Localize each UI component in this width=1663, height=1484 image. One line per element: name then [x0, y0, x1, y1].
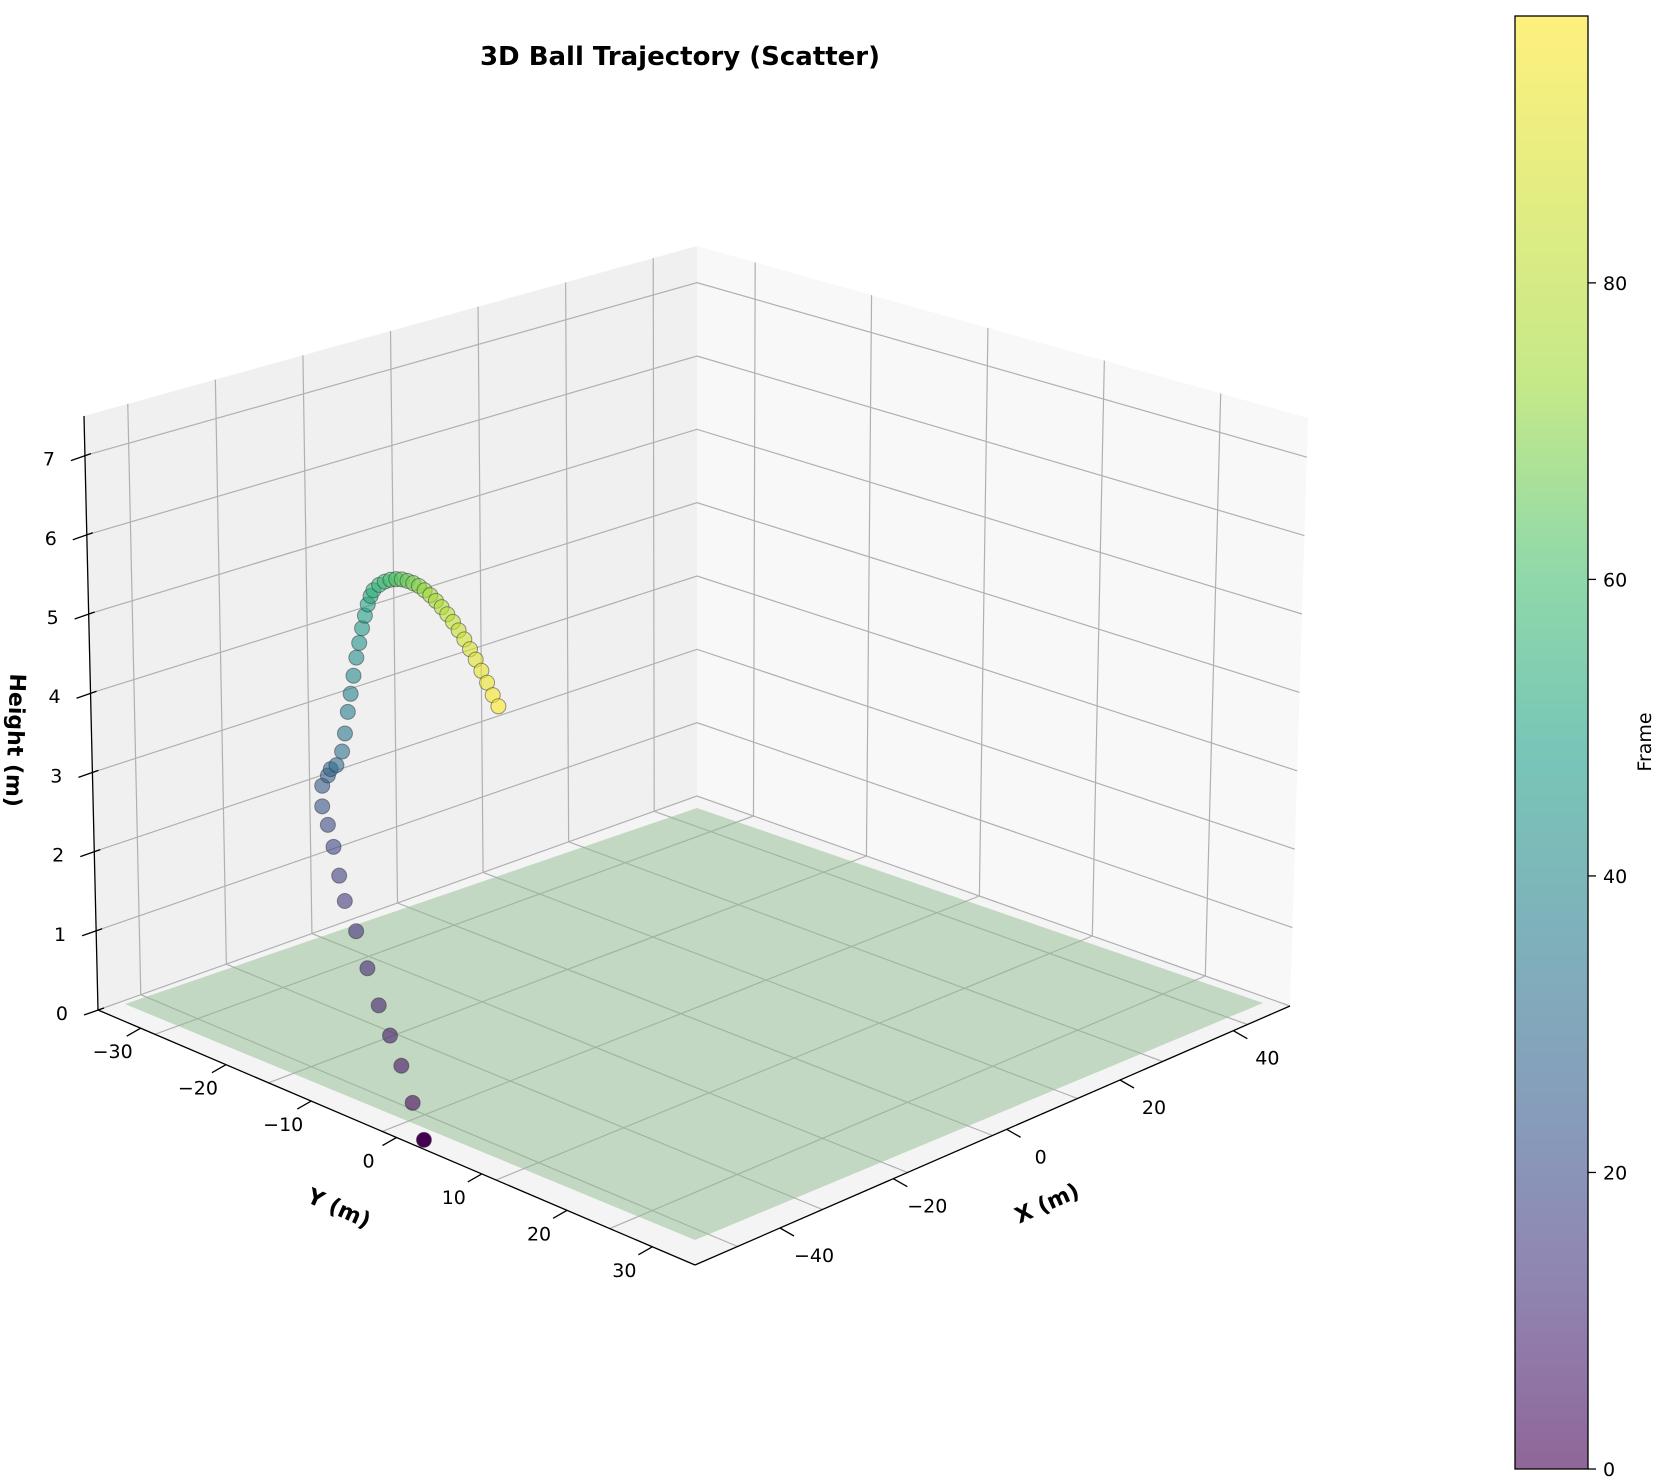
x-grid-line: [752, 262, 756, 817]
y-tick-mark: [126, 1027, 141, 1037]
x-grid-line: [865, 295, 873, 857]
y-tick-label: 0: [362, 1151, 374, 1173]
x-grid-line: [1091, 360, 1105, 937]
scatter-point: [339, 703, 356, 720]
scatter-point: [415, 1131, 432, 1148]
colorbar: [1514, 15, 1589, 1470]
x-axis-spine: [694, 1005, 1291, 1266]
y-tick-label: −30: [93, 1041, 133, 1063]
colorbar-tick-label: 60: [1603, 569, 1627, 591]
scatter-point: [345, 667, 362, 684]
z-tick-label: 6: [45, 528, 57, 550]
scatter-point: [328, 757, 345, 774]
x-tick-mark: [1233, 1030, 1248, 1040]
z-tick-label: 4: [48, 686, 60, 708]
x-grid-line: [1204, 393, 1222, 977]
scatter-point: [490, 698, 507, 715]
scatter-points: [314, 571, 507, 1148]
x-tick-mark: [779, 1227, 795, 1237]
colorbar-tick-label: 20: [1603, 1162, 1627, 1184]
y-tick-label: −20: [178, 1078, 218, 1100]
y-grid-line: [302, 355, 313, 934]
x-axis-label: X (m): [1011, 1179, 1083, 1229]
z-tick-label: 2: [52, 845, 64, 867]
z-tick-mark: [70, 452, 92, 462]
y-grid-line: [214, 379, 227, 965]
z-tick-label: 7: [43, 449, 55, 471]
y-tick-label: 20: [527, 1223, 551, 1245]
scatter-point: [359, 960, 376, 977]
x-grid-line: [978, 327, 989, 897]
chart-title: 3D Ball Trajectory (Scatter): [480, 42, 880, 72]
scatter-point: [393, 1057, 410, 1074]
y-tick-label: 10: [442, 1187, 466, 1209]
x-tick-label: −20: [907, 1196, 947, 1218]
z-tick-mark: [74, 611, 95, 620]
y-tick-mark: [638, 1246, 653, 1256]
z-tick-mark: [81, 928, 103, 937]
z-tick-mark: [76, 690, 97, 699]
axis-ticks: 0 1 2 3 4 5 6 7 −30 −20 −10 0 10 20 30 −40 −20 0 20 40: [43, 449, 1280, 1282]
scatter-point: [348, 649, 365, 666]
y-grid-line: [652, 258, 655, 812]
scatter-point: [325, 838, 342, 855]
y-tick-label: −10: [263, 1114, 303, 1136]
scatter-point: [351, 634, 368, 651]
z-tick-mark: [83, 1007, 105, 1016]
x-tick-label: 0: [1035, 1146, 1047, 1168]
scatter-point: [342, 685, 359, 702]
x-tick-label: −40: [794, 1245, 834, 1267]
z-axis-spine: [83, 415, 99, 1011]
z-tick-label: 0: [56, 1003, 68, 1025]
y-tick-mark: [211, 1064, 227, 1074]
colorbar-tick-label: 0: [1603, 1459, 1615, 1481]
scatter-point: [336, 725, 353, 742]
y-grid-line: [127, 403, 142, 995]
back-right-pane: [697, 246, 1308, 1006]
scatter-point: [336, 893, 353, 909]
z-tick-mark: [72, 532, 94, 541]
y-axis-label: Y (m): [302, 1184, 374, 1234]
y-grid-line: [389, 330, 399, 904]
scatter-point: [404, 1094, 421, 1111]
x-tick-mark: [1006, 1128, 1021, 1138]
x-tick-mark: [893, 1178, 908, 1188]
back-left-pane: [84, 246, 697, 1010]
y-tick-label: 30: [612, 1260, 636, 1282]
z-tick-mark: [78, 769, 99, 779]
colorbar-tick-label: 40: [1603, 866, 1627, 888]
z-tick-label: 3: [50, 765, 62, 787]
scatter-point: [334, 743, 351, 760]
x-tick-label: 20: [1142, 1097, 1166, 1119]
z-tick-label: 1: [54, 924, 66, 946]
y-tick-mark: [382, 1136, 397, 1147]
x-tick-label: 40: [1255, 1048, 1279, 1070]
colorbar-ticks: 0 20 40 60 80: [1588, 273, 1627, 1481]
scatter-point: [382, 1027, 399, 1044]
y-tick-mark: [296, 1100, 312, 1110]
scatter-point: [348, 923, 365, 940]
scatter-point: [314, 798, 331, 815]
z-tick-mark: [80, 848, 101, 858]
y-grid-line: [565, 282, 570, 842]
x-tick-mark: [1119, 1079, 1135, 1089]
scatter-point: [370, 997, 387, 1014]
y-tick-mark: [552, 1209, 568, 1219]
y-tick-mark: [467, 1173, 483, 1183]
colorbar-label: Frame: [1634, 712, 1656, 771]
colorbar-tick-label: 80: [1603, 273, 1627, 295]
ground-plane: [125, 808, 1263, 1240]
z-axis-label: Height (m): [0, 673, 29, 807]
z-tick-label: 5: [47, 607, 59, 629]
scatter-point: [319, 816, 336, 833]
scatter-point: [331, 867, 348, 884]
y-grid-line: [477, 306, 484, 873]
